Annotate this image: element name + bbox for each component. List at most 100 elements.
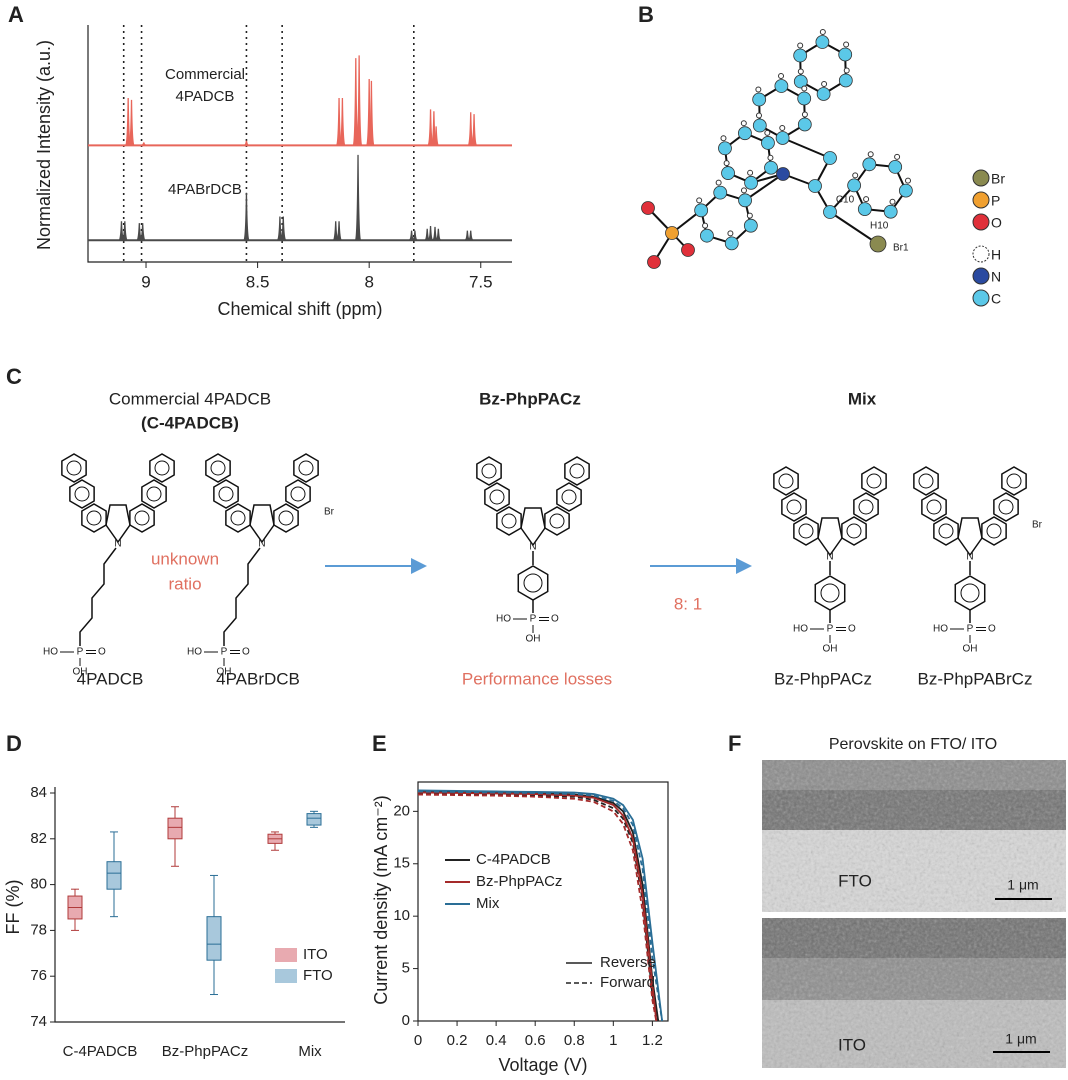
scale-bar-label: 1 μm	[1007, 877, 1038, 893]
hydrogen	[755, 112, 762, 119]
atom	[883, 204, 898, 219]
atom-label: Br	[1032, 520, 1043, 531]
panel-label: F	[728, 731, 741, 756]
legend-label: C-4PADCB	[476, 851, 551, 868]
ring	[993, 492, 1019, 522]
hydrogen	[715, 179, 722, 186]
atom-label: P	[967, 624, 974, 635]
atom-label: HO	[933, 624, 948, 635]
x-tick-label: 0.8	[564, 1032, 585, 1049]
peak	[468, 230, 474, 241]
aromatic	[278, 510, 294, 526]
atom-label: N	[966, 552, 973, 563]
peak	[128, 99, 135, 147]
aromatic	[866, 473, 882, 489]
legend-atom	[972, 169, 990, 187]
bond	[829, 211, 879, 245]
ring	[293, 453, 319, 483]
jv-curve	[417, 793, 658, 1022]
atom	[888, 159, 903, 174]
compound-name: Bz-PhpPABrCz	[918, 669, 1033, 688]
atom-label: HO	[187, 647, 202, 658]
ring	[861, 466, 887, 496]
scheme-ratio: 8: 1	[674, 594, 702, 613]
atom	[694, 203, 709, 218]
atom	[721, 166, 735, 180]
plot-frame	[417, 781, 669, 1022]
aromatic	[858, 499, 874, 515]
peak	[141, 142, 147, 147]
hydrogen	[740, 120, 747, 127]
y-tick-label: 15	[393, 855, 410, 872]
hydrogen	[843, 67, 850, 74]
legend-swatch	[275, 969, 297, 983]
atom	[764, 160, 778, 175]
ring	[517, 565, 549, 601]
y-tick-label: 78	[30, 921, 47, 938]
ring	[520, 507, 546, 547]
x-tick-label: 0.6	[525, 1032, 546, 1049]
box	[106, 861, 122, 890]
atom	[718, 141, 732, 156]
bond	[744, 173, 784, 202]
aromatic	[1006, 473, 1022, 489]
atom-label: O	[988, 624, 996, 635]
atom	[738, 193, 752, 208]
atom-label: OH	[823, 644, 838, 655]
axis	[87, 25, 512, 263]
atom-label: HO	[43, 647, 58, 658]
y-tick-label: 0	[402, 1012, 410, 1029]
aromatic	[501, 513, 517, 529]
aromatic	[86, 510, 102, 526]
hydrogen	[778, 73, 785, 80]
y-tick-label: 82	[30, 830, 47, 847]
aromatic	[926, 499, 942, 515]
atom-label: C10	[836, 195, 855, 206]
scheme-title: Commercial 4PADCB	[109, 389, 271, 408]
atom	[776, 167, 790, 181]
series-label: Commercial	[165, 66, 245, 83]
x-axis-label: Voltage (V)	[498, 1055, 587, 1075]
hydrogen	[889, 198, 896, 205]
aromatic	[489, 489, 505, 505]
atom	[838, 73, 853, 88]
hydrogen	[801, 111, 808, 118]
hydrogen	[764, 129, 771, 136]
atom-label: N	[114, 539, 121, 550]
ring	[484, 482, 510, 512]
ring	[773, 466, 799, 496]
atom-label: N	[826, 552, 833, 563]
y-axis-label: Normalized Intensity (a.u.)	[34, 40, 54, 250]
atom	[752, 118, 767, 133]
aromatic	[481, 463, 497, 479]
bond	[782, 137, 831, 159]
hydrogen	[894, 153, 901, 160]
ring	[69, 479, 95, 509]
atom	[647, 255, 661, 269]
ring	[205, 453, 231, 483]
aromatic	[210, 460, 226, 476]
aromatic	[523, 573, 543, 593]
aromatic	[798, 523, 814, 539]
hydrogen	[797, 42, 804, 49]
atom-label: Br	[324, 507, 335, 518]
hydrogen	[867, 151, 874, 158]
scheme-title: Mix	[848, 389, 877, 408]
atom	[665, 226, 679, 240]
ring	[793, 516, 819, 546]
atom	[847, 178, 862, 193]
ring	[105, 504, 131, 544]
atom-label: N	[529, 542, 536, 553]
atom-label: O	[98, 647, 106, 658]
ring	[496, 506, 522, 536]
atom-label: N	[258, 539, 265, 550]
scheme-note: unknown	[151, 549, 219, 568]
chain	[223, 547, 261, 646]
scale-bar-label: 1 μm	[1005, 1031, 1036, 1047]
aromatic	[998, 499, 1014, 515]
legend-label: N	[991, 269, 1001, 285]
peak	[336, 221, 342, 241]
scheme-title: (C-4PADCB)	[141, 413, 239, 432]
atom	[869, 235, 887, 253]
aromatic	[218, 486, 234, 502]
